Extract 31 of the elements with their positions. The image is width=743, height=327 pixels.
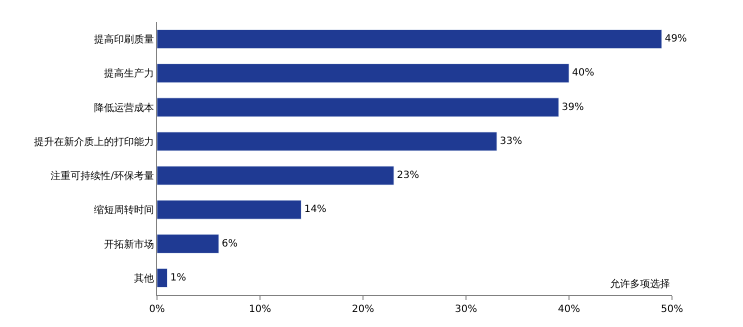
data-label: 33% <box>500 136 522 147</box>
y-tick-label: 缩短周转时间 <box>94 204 154 216</box>
data-label: 23% <box>396 170 420 182</box>
x-tick-label: 10% <box>248 304 272 315</box>
y-tick-label: 降低运营成本 <box>94 102 154 114</box>
data-label: 40% <box>572 68 594 79</box>
bar <box>157 64 570 83</box>
data-label: 39% <box>562 102 584 113</box>
bar <box>157 234 220 254</box>
x-tick-label: 30% <box>454 304 478 315</box>
x-tick-label: 0% <box>149 304 165 315</box>
y-tick-label: 提升在新介质上的打印能力 <box>34 136 154 148</box>
data-label: 49% <box>664 34 687 45</box>
bar <box>157 166 394 186</box>
x-tick-label: 20% <box>352 304 374 315</box>
x-tick-label: 40% <box>558 304 580 315</box>
data-label: 6% <box>222 238 238 250</box>
annotation: 允许多项选择 <box>610 278 670 290</box>
bar <box>157 200 302 220</box>
y-tick-label: 提高生产力 <box>104 68 154 80</box>
data-label: 14% <box>304 204 326 216</box>
bar <box>157 132 498 152</box>
bar <box>157 98 559 117</box>
data-label: 1% <box>170 272 186 284</box>
bar <box>157 268 168 288</box>
y-tick-label: 开拓新市场 <box>104 238 154 250</box>
y-tick-label: 注重可持续性/环保考量 <box>50 170 154 182</box>
bar <box>157 29 662 49</box>
x-tick-label: 50% <box>660 304 684 315</box>
y-tick-label: 提高印刷质量 <box>94 34 154 46</box>
y-tick-label: 其他 <box>134 272 154 284</box>
